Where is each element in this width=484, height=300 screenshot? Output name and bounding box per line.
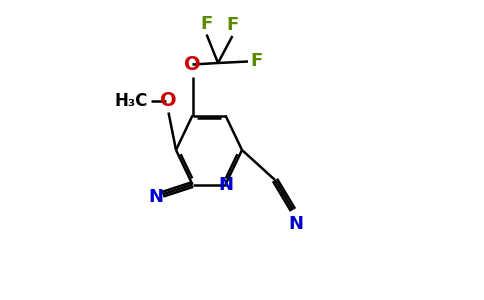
Text: N: N	[218, 176, 233, 194]
Text: O: O	[184, 55, 201, 74]
Text: H₃C: H₃C	[115, 92, 148, 110]
Text: O: O	[160, 91, 177, 110]
Text: F: F	[227, 16, 239, 34]
Text: N: N	[148, 188, 163, 206]
Text: F: F	[200, 15, 213, 33]
Text: F: F	[250, 52, 263, 70]
Text: N: N	[288, 215, 303, 233]
